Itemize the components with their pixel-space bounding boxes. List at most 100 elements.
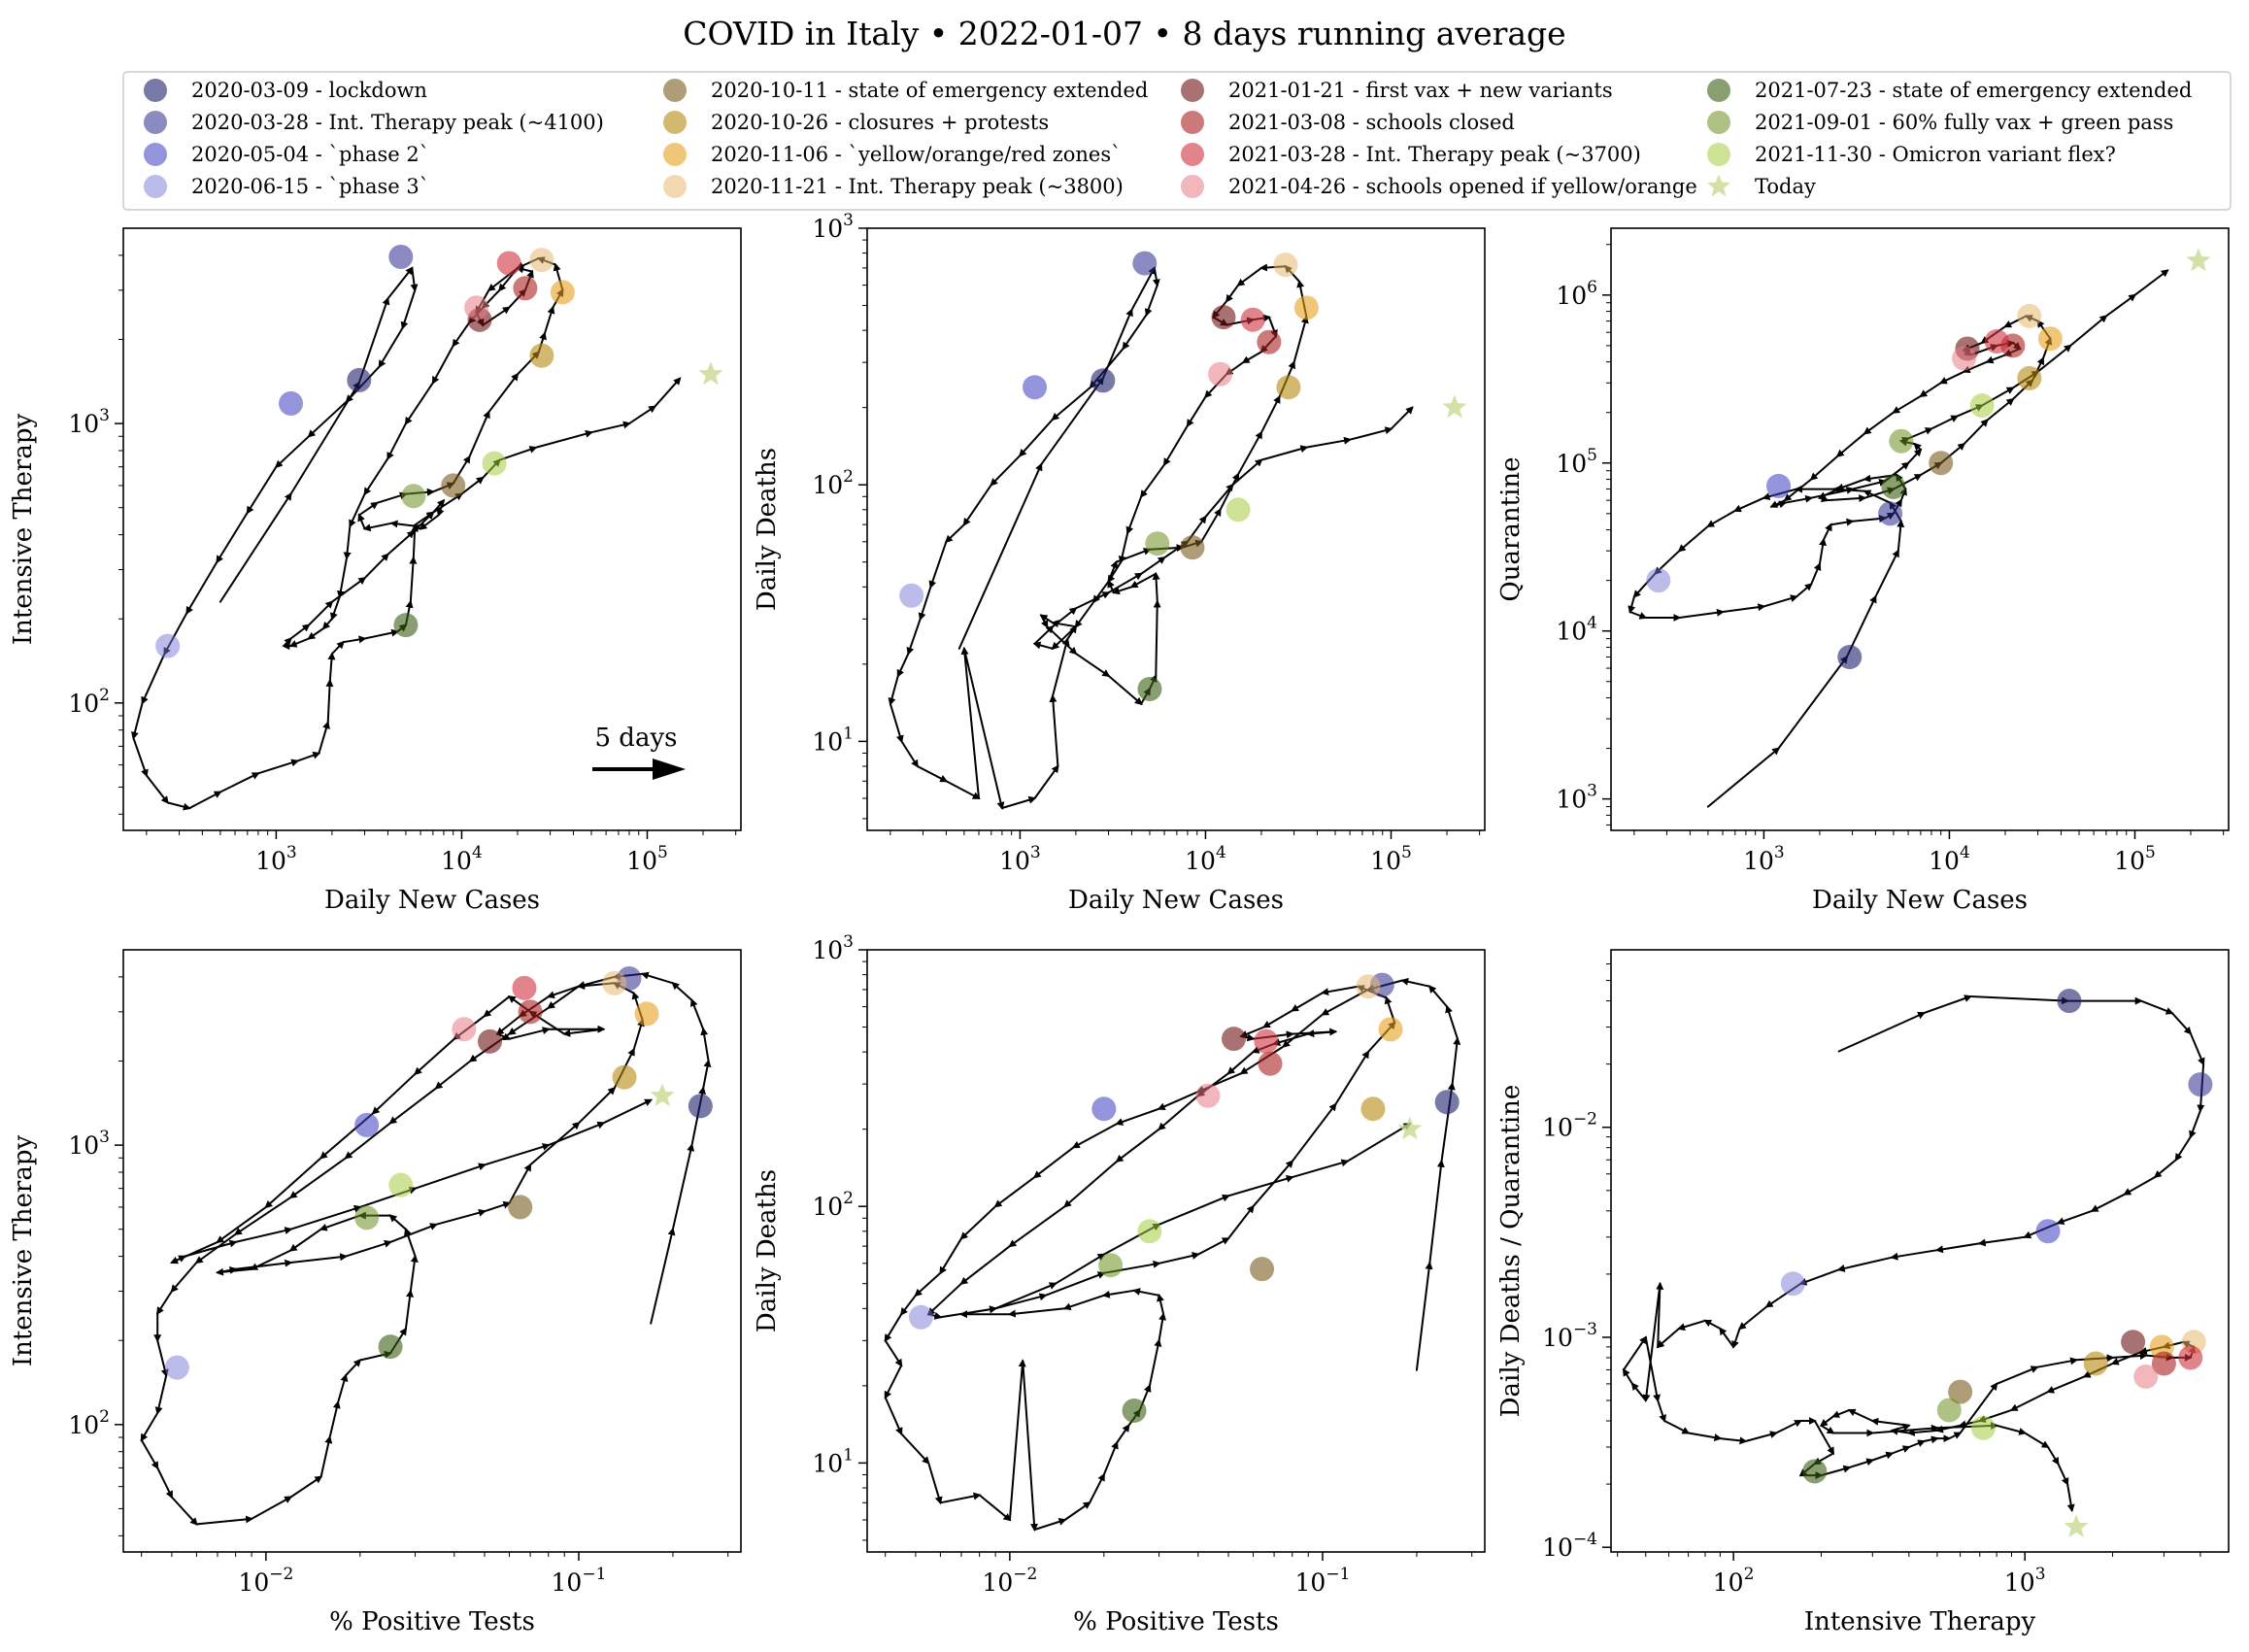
trajectory-segment	[2189, 1109, 2201, 1139]
trajectory-segment	[1706, 509, 1736, 527]
x-axis-label: % Positive Tests	[1073, 1607, 1279, 1636]
trajectory-segment	[1847, 1408, 1874, 1422]
trajectory-segment	[1623, 1335, 1647, 1371]
legend-marker	[1707, 143, 1730, 166]
trajectory-segment	[516, 265, 534, 274]
trajectory-segment	[1157, 1293, 1165, 1316]
trajectory-segment	[1140, 556, 1166, 575]
legend: 2020-03-09 - lockdown 2020-03-28 - Int. T…	[122, 71, 2232, 211]
event-marker	[550, 280, 575, 305]
event-marker	[602, 970, 627, 995]
trajectory-segment	[1644, 1336, 1662, 1402]
trajectory-segment	[1200, 508, 1222, 543]
trajectory-segment	[1052, 607, 1078, 628]
x-tick-label: 105	[2114, 843, 2156, 875]
trajectory-segment	[468, 410, 490, 458]
trajectory-segment	[1321, 985, 1359, 996]
legend-marker	[144, 111, 167, 134]
y-tick-label: 105	[1556, 446, 1597, 478]
trajectory-segment	[1039, 614, 1054, 624]
trajectory-segment	[1008, 1205, 1066, 1248]
today-marker	[1442, 394, 1467, 419]
trajectory-segment	[1719, 1327, 1735, 1348]
trajectory-segment	[1158, 1252, 1200, 1264]
trajectory-segment	[1040, 614, 1049, 628]
axes-frame	[866, 227, 1486, 831]
trajectory-segment	[1019, 418, 1054, 457]
trajectory-segment	[1163, 424, 1189, 467]
trajectory-segment	[2133, 269, 2169, 296]
axes-frame	[1610, 227, 2230, 831]
event-markers	[908, 972, 1460, 1423]
trajectory-segment	[412, 511, 435, 527]
trajectory-segment	[234, 1259, 293, 1270]
trajectory-segment	[434, 1060, 472, 1090]
y-tick-label: 101	[812, 724, 854, 756]
event-marker	[1984, 329, 2009, 354]
trajectory-segment	[218, 772, 260, 793]
trajectory-segment	[409, 1254, 419, 1293]
event-markers	[1780, 989, 2213, 1537]
plot-area	[1622, 989, 2213, 1537]
trajectory-segment	[1227, 1174, 1294, 1197]
trajectory-segment	[1445, 1004, 1459, 1040]
trajectory-segment	[916, 765, 949, 783]
trajectory-segment	[959, 1245, 1011, 1285]
trajectory-segment	[1033, 624, 1055, 645]
legend-entry: 2020-03-28 - Int. Therapy peak (~4100)	[191, 111, 604, 134]
trajectory-segment	[154, 1374, 168, 1415]
trajectory-segment	[1628, 595, 1636, 614]
trajectory-segment	[1770, 500, 1788, 509]
event-marker	[1180, 535, 1205, 560]
trajectory-segment	[1897, 519, 1905, 553]
legend-entry: Today	[1755, 175, 1816, 198]
trajectory-segment	[1400, 977, 1431, 988]
trajectory-segment	[1427, 985, 1449, 1008]
trajectory-segment	[1826, 494, 1867, 503]
trajectory-segment	[1062, 1294, 1105, 1311]
trajectory-segment	[1291, 1102, 1337, 1163]
trajectory-segment	[1963, 419, 1989, 446]
trajectory-segment	[1677, 1319, 1706, 1332]
trajectory-segment	[1848, 1458, 1875, 1468]
event-marker	[1837, 644, 1863, 669]
trajectory-segment	[460, 476, 485, 495]
axes-frame	[122, 227, 742, 831]
trajectory-segment	[409, 556, 418, 603]
trajectory-segment	[419, 514, 440, 530]
trajectory-segment	[1913, 442, 1922, 452]
trajectory-segment	[1115, 1107, 1160, 1126]
legend-entry: 2021-01-21 - first vax + new variants	[1228, 79, 1613, 102]
trajectory-segment	[1810, 562, 1822, 586]
event-marker	[477, 1028, 502, 1054]
event-marker	[1881, 474, 1906, 499]
trajectory-segment	[1934, 1242, 1981, 1254]
trajectory-segment	[884, 1396, 903, 1436]
trajectory-segment	[363, 628, 400, 640]
trajectory-segment	[654, 377, 682, 408]
event-marker	[1766, 473, 1792, 498]
event-marker	[1091, 368, 1116, 393]
trajectory-segment	[2047, 1446, 2060, 1466]
trajectory-segment	[307, 627, 325, 640]
scale-annotation: 5 days	[595, 724, 678, 753]
event-marker	[164, 1355, 189, 1380]
trajectory-segment	[1809, 455, 1839, 481]
event-marker	[496, 251, 521, 276]
trajectory-segment	[363, 457, 389, 496]
trajectory-segment	[939, 1492, 982, 1504]
legend-marker	[663, 111, 687, 134]
trajectory-segment	[1000, 795, 1037, 809]
trajectory-segment	[508, 1027, 551, 1040]
y-tick-label: 102	[812, 467, 854, 499]
event-marker	[529, 248, 554, 273]
trajectory-segment	[906, 618, 922, 656]
x-axis-label: Daily New Cases	[1068, 886, 1284, 915]
trajectory-segment	[431, 344, 454, 385]
event-marker	[1970, 1415, 1996, 1440]
x-axis-label: Daily New Cases	[1812, 886, 2028, 915]
trajectory-segment	[216, 1205, 267, 1244]
x-tick-label: 103	[255, 843, 297, 875]
trajectory-segment	[1022, 1360, 1038, 1532]
event-marker	[1360, 1096, 1386, 1122]
